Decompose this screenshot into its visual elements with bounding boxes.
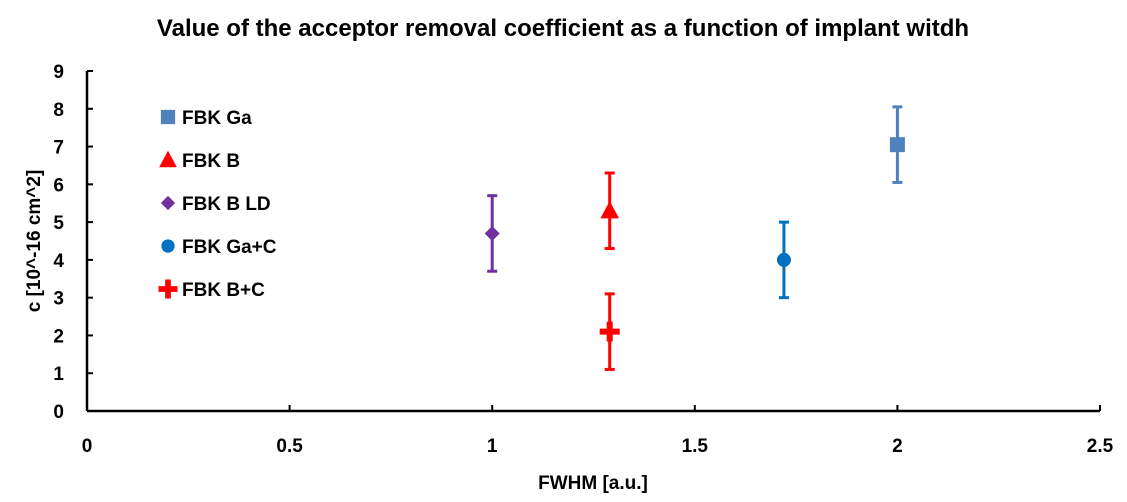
y-tick-label: 5 xyxy=(53,213,64,234)
y-tick-label: 9 xyxy=(53,62,64,83)
legend-label-fbk-ga-c: FBK Ga+C xyxy=(182,237,277,258)
legend-label-fbk-b-c: FBK B+C xyxy=(182,280,265,301)
y-tick-label: 1 xyxy=(53,364,64,385)
y-tick-label: 2 xyxy=(53,326,64,347)
fbk-b-ld-point xyxy=(484,225,500,241)
y-tick-label: 7 xyxy=(53,138,64,159)
chart-title: Value of the acceptor removal coefficien… xyxy=(157,15,969,42)
x-tick-label: 1.5 xyxy=(682,436,709,457)
x-tick-label: 0 xyxy=(82,436,93,457)
x-tick-label: 2.5 xyxy=(1087,436,1114,457)
legend-marker-fbk-b-ld xyxy=(160,195,176,211)
legend-marker-fbk-ga xyxy=(160,109,176,125)
legend-label-fbk-ga: FBK Ga xyxy=(182,108,252,129)
x-axis-label: FWHM [a.u.] xyxy=(538,473,648,494)
y-tick-label: 8 xyxy=(53,100,64,121)
y-tick-label: 4 xyxy=(53,251,64,272)
legend-marker-fbk-b xyxy=(159,150,177,168)
y-tick-label: 3 xyxy=(53,289,64,310)
legend-marker-fbk-ga-c xyxy=(161,239,175,253)
axes: 0 1 2 3 4 5 6 7 8 9 0 0.5 1 1.5 2 2.5 xyxy=(53,62,1113,457)
data-series xyxy=(484,105,905,371)
x-tick-label: 1 xyxy=(487,436,498,457)
legend: FBK Ga FBK B FBK B LD FBK Ga+C FBK B+C xyxy=(158,108,277,301)
y-axis-label: c [10^-16 cm^2] xyxy=(24,170,45,313)
fbk-ga-c-point xyxy=(776,252,791,267)
fbk-b-c-point xyxy=(599,321,620,342)
legend-label-fbk-b-ld: FBK B LD xyxy=(182,194,271,215)
legend-marker-fbk-b-c xyxy=(158,279,178,299)
fbk-ga-point xyxy=(889,137,905,153)
y-tick-label: 6 xyxy=(53,175,64,196)
x-tick-label: 0.5 xyxy=(276,436,303,457)
fbk-b-point xyxy=(600,201,620,219)
legend-label-fbk-b: FBK B xyxy=(182,151,240,172)
y-tick-label: 0 xyxy=(53,402,64,423)
x-tick-label: 2 xyxy=(892,436,903,457)
